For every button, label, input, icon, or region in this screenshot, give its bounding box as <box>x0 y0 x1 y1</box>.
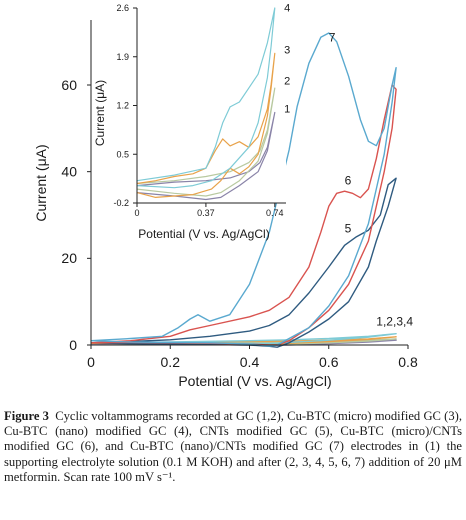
main-series-group <box>90 32 397 348</box>
inset-series-line-1 <box>136 111 276 201</box>
main-series-line-7 <box>90 32 397 347</box>
main-x-axis-label: Potential (V vs. Ag/AgCl) <box>178 373 331 389</box>
inset-curve-label: 2 <box>284 76 290 88</box>
main-x-tick-label: 0.4 <box>240 354 260 370</box>
inset-y-tick-label: 2.6 <box>116 3 129 13</box>
inset-x-tick-label: 0.74 <box>266 208 284 218</box>
main-x-tick-label: 0 <box>87 354 95 370</box>
figure-caption: Figure 3 Cyclic voltammograms recorded a… <box>4 409 462 485</box>
inset-y-tick-label: -0.2 <box>113 198 129 208</box>
main-x-tick-label: 0.2 <box>161 354 181 370</box>
inset-background <box>137 8 286 203</box>
main-curve-label: 5 <box>345 221 352 235</box>
main-curve-label: 1,2,3,4 <box>376 315 413 329</box>
caption-label: Figure 3 <box>4 409 49 423</box>
inset-ticks-group: 0 0.37 0.74 -0.2 0.5 1.2 1.9 2.6 <box>113 3 283 218</box>
inset-chart: 0 0.37 0.74 -0.2 0.5 1.2 1.9 2.6 4 3 2 1 Potential… <box>93 2 290 241</box>
inset-curve-labels-group: 4 3 2 1 <box>284 2 290 115</box>
inset-x-axis-label: Potential (V vs. Ag/AgCl) <box>138 227 269 241</box>
main-y-tick-label: 40 <box>61 164 77 180</box>
inset-series-group <box>136 7 276 201</box>
inset-y-tick-label: 1.9 <box>116 52 129 62</box>
inset-y-tick-label: 0.5 <box>116 149 129 159</box>
main-x-tick-label: 0.8 <box>398 354 418 370</box>
inset-curve-label: 1 <box>284 103 290 115</box>
caption-text: Cyclic voltammograms recorded at GC (1,2… <box>4 409 463 484</box>
inset-curve-label: 4 <box>284 2 290 14</box>
main-y-axis-label: Current (μA) <box>33 144 49 221</box>
inset-x-tick-label: 0 <box>134 208 139 218</box>
inset-series-line-4 <box>136 7 276 189</box>
main-curve-label: 6 <box>345 174 352 188</box>
inset-y-tick-label: 1.2 <box>116 101 129 111</box>
inset-x-tick-label: 0.37 <box>197 208 215 218</box>
main-y-tick-label: 0 <box>69 337 77 353</box>
main-y-tick-label: 20 <box>61 250 77 266</box>
main-x-tick-label: 0.6 <box>319 354 339 370</box>
main-curve-label: 7 <box>329 31 336 45</box>
main-curve-labels-group: 7 6 5 1,2,3,4 <box>329 31 414 329</box>
inset-series-line-2 <box>136 87 276 197</box>
main-y-tick-label: 60 <box>61 77 77 93</box>
inset-y-axis-label: Current (μA) <box>93 80 107 146</box>
inset-curve-label: 3 <box>284 44 290 56</box>
